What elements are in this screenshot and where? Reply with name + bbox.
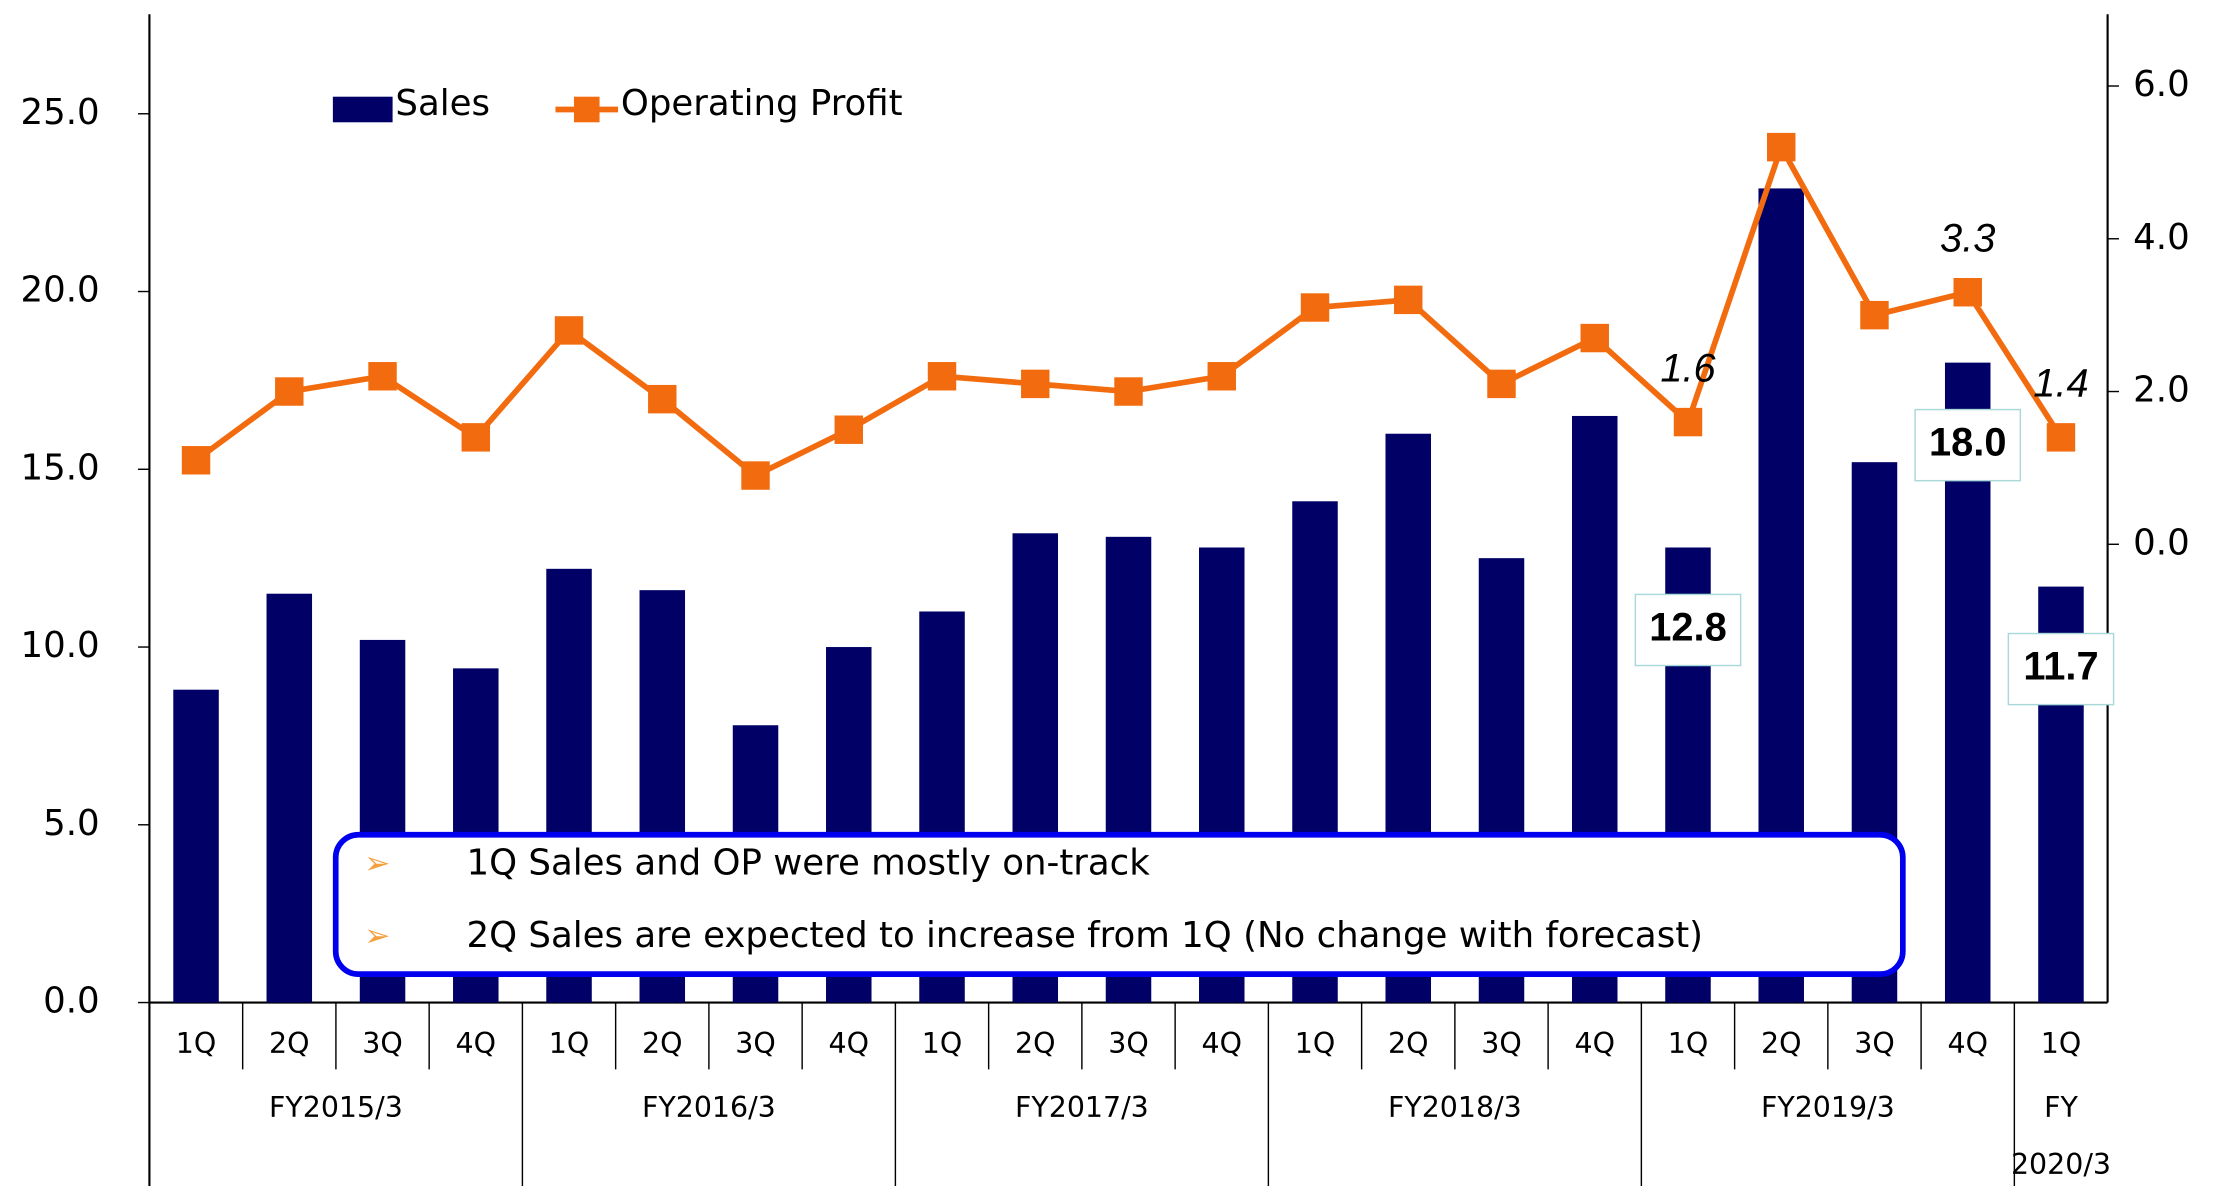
group-label: FY2015/3	[269, 1091, 403, 1124]
y2-tick-label: 4.0	[2133, 217, 2190, 258]
marker	[1767, 132, 1796, 162]
x-tick-label: 1Q	[922, 1027, 962, 1060]
marker	[1580, 323, 1609, 353]
marker	[1114, 377, 1143, 406]
x-tick-label: 2Q	[1388, 1027, 1428, 1060]
data-label: 3.3	[1940, 217, 1995, 261]
legend-label: Sales	[395, 83, 490, 124]
x-tick-label: 3Q	[1108, 1027, 1148, 1060]
x-tick-label: 2Q	[1761, 1027, 1801, 1060]
marker	[1300, 293, 1330, 322]
marker	[181, 446, 211, 475]
y-tick-label: 0.0	[43, 981, 100, 1022]
x-tick-label: 1Q	[2041, 1027, 2081, 1060]
x-tick-label: 4Q	[1947, 1027, 1987, 1060]
marker	[275, 377, 304, 406]
y2-tick-label: 2.0	[2133, 370, 2190, 411]
bar	[266, 593, 313, 1003]
y-tick-label: 10.0	[20, 625, 99, 666]
marker	[1487, 369, 1516, 399]
x-tick-label: 1Q	[1295, 1027, 1335, 1060]
marker	[554, 316, 584, 345]
x-tick-label: 3Q	[1481, 1027, 1521, 1060]
bullet: ➢	[364, 918, 390, 954]
x-tick-label: 2Q	[1015, 1027, 1055, 1060]
data-label: 12.8	[1649, 605, 1726, 649]
data-label-box	[1914, 408, 2022, 482]
annotation-box	[332, 831, 1906, 977]
x-tick-label: 1Q	[549, 1027, 589, 1060]
bullet: ➢	[364, 846, 390, 882]
x-tick-label: 2Q	[642, 1027, 682, 1060]
marker	[1207, 362, 1236, 391]
data-label-box	[1634, 593, 1742, 667]
annotation: 2Q Sales are expected to increase from 1…	[467, 915, 1704, 956]
y-tick-label: 5.0	[43, 803, 100, 844]
marker	[648, 384, 677, 414]
annotation: 1Q Sales and OP were mostly on-track	[467, 843, 1151, 884]
marker	[368, 362, 397, 391]
x-tick-label: 1Q	[176, 1027, 216, 1060]
marker	[1021, 369, 1050, 399]
x-tick-label: 3Q	[735, 1027, 775, 1060]
y-tick-label: 15.0	[20, 447, 99, 488]
legend-swatch	[332, 96, 393, 123]
group-label: FY 2020/3	[2011, 1091, 2111, 1181]
marker	[2046, 423, 2076, 452]
x-tick-label: 4Q	[1575, 1027, 1615, 1060]
marker	[1953, 278, 1982, 307]
data-label: 18.0	[1929, 421, 2006, 465]
legend-marker	[573, 96, 600, 123]
data-label: 1.6	[1660, 346, 1716, 390]
marker	[927, 362, 957, 391]
marker	[1673, 407, 1703, 437]
data-label-box	[2007, 632, 2115, 706]
marker	[1860, 300, 1889, 330]
x-tick-label: 1Q	[1668, 1027, 1708, 1060]
x-tick-label: 3Q	[362, 1027, 402, 1060]
y-tick-label: 20.0	[20, 270, 99, 311]
x-tick-label: 4Q	[456, 1027, 496, 1060]
x-tick-label: 2Q	[269, 1027, 309, 1060]
legend-label: Operating Profit	[621, 83, 903, 124]
y2-tick-label: 6.0	[2133, 64, 2190, 105]
x-tick-label: 4Q	[1202, 1027, 1242, 1060]
data-label: 1.4	[2033, 362, 2088, 406]
data-label: 11.7	[2023, 645, 2098, 689]
marker	[741, 461, 770, 490]
marker	[1394, 285, 1423, 315]
marker	[461, 423, 491, 452]
marker	[834, 415, 863, 444]
y-tick-label: 25.0	[20, 92, 99, 133]
bar	[173, 689, 219, 1003]
group-label: FY2018/3	[1388, 1091, 1522, 1124]
group-label: FY2016/3	[642, 1091, 776, 1124]
group-label: FY2019/3	[1761, 1091, 1895, 1124]
group-label: FY2017/3	[1015, 1091, 1149, 1124]
x-tick-label: 4Q	[829, 1027, 869, 1060]
y2-tick-label: 0.0	[2133, 522, 2190, 563]
x-tick-label: 3Q	[1854, 1027, 1894, 1060]
